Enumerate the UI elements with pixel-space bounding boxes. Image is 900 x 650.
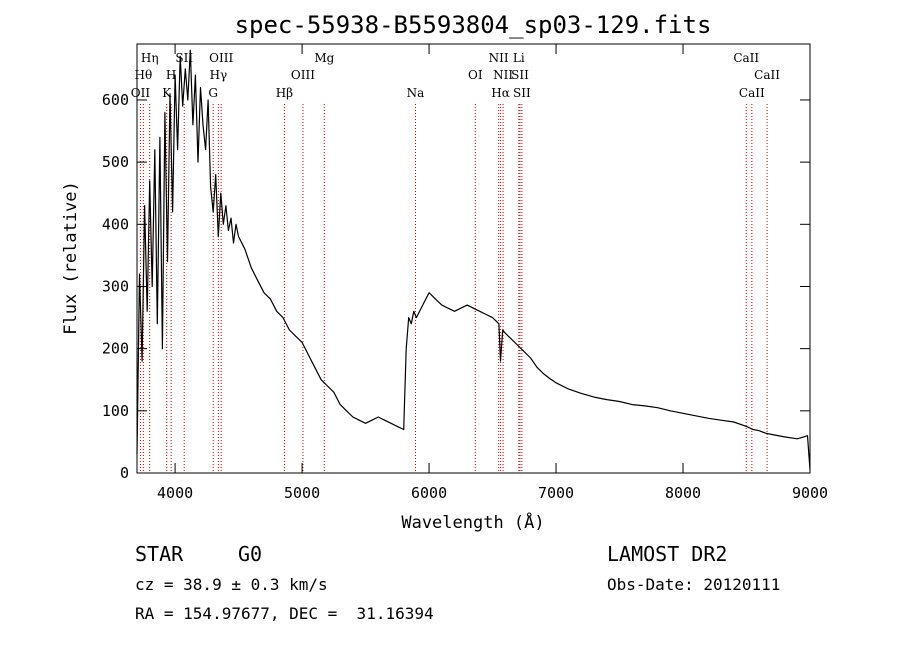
survey-name: LAMOST DR2 [607,542,728,566]
spectral-line-label: Na [407,86,425,100]
spectral-line-label: SII [513,86,531,100]
x-tick-label: 8000 [665,484,701,502]
y-tick-label: 100 [102,402,129,420]
x-tick-label: 6000 [411,484,447,502]
y-tick-label: 300 [102,277,129,295]
y-axis-label: Flux (relative) [61,181,81,335]
spectral-line-label: OII [131,86,151,100]
redshift-velocity: cz = 38.9 ± 0.3 km/s [135,575,328,594]
x-axis-label: Wavelength (Å) [401,511,544,533]
x-tick-label: 7000 [538,484,574,502]
x-tick-label: 9000 [792,484,828,502]
spectral-line-label: OIII [209,51,233,65]
spectral-line-label: CaII [739,86,765,100]
spectrum-series-line [136,49,811,470]
spectral-line-label: Mg [314,51,334,65]
ticks-layer: 4000 5000 6000 7000 8000 9000 0 100 200 300 400 500… [102,44,828,502]
spectral-line-label: CaII [754,68,780,82]
x-tick-label: 5000 [284,484,320,502]
y-tick-label: 200 [102,340,129,358]
y-tick-label: 500 [102,153,129,171]
spectral-line-label: SII [511,68,529,82]
spectral-line-label: NII [489,51,509,65]
observation-date: Obs-Date: 20120111 [607,575,781,594]
spectral-lines-layer: OIIHθHηKHSIIGHγOIIIHβOIIIMgNaOINIIHαNIIL… [131,51,780,473]
spectral-line-label: Hβ [276,86,293,100]
spectral-line-label: CaII [733,51,759,65]
y-tick-label: 600 [102,91,129,109]
object-class: STAR [135,542,184,566]
spectral-line-label: Hθ [134,68,152,82]
spectral-line-label: NII [493,68,513,82]
y-tick-label: 0 [120,464,129,482]
spectral-line-label: OI [468,68,483,82]
ra-dec-coordinates: RA = 154.97677, DEC = 31.16394 [135,604,434,623]
chart-title: spec-55938-B5593804_sp03-129.fits [235,11,712,39]
spectral-line-label: Hγ [210,68,228,82]
y-tick-label: 400 [102,215,129,233]
spectral-line-label: Li [513,51,525,65]
series-layer [136,49,811,470]
spectral-line-label: OIII [291,68,315,82]
spectral-line-label: K [162,86,172,100]
x-tick-label: 4000 [157,484,193,502]
spectral-line-label: H [166,68,176,82]
spectral-line-label: Hη [141,51,159,65]
spectral-line-label: G [208,86,218,100]
spectral-line-label: Hα [491,86,510,100]
object-subclass: G0 [238,542,263,566]
plot-frame [136,43,811,474]
